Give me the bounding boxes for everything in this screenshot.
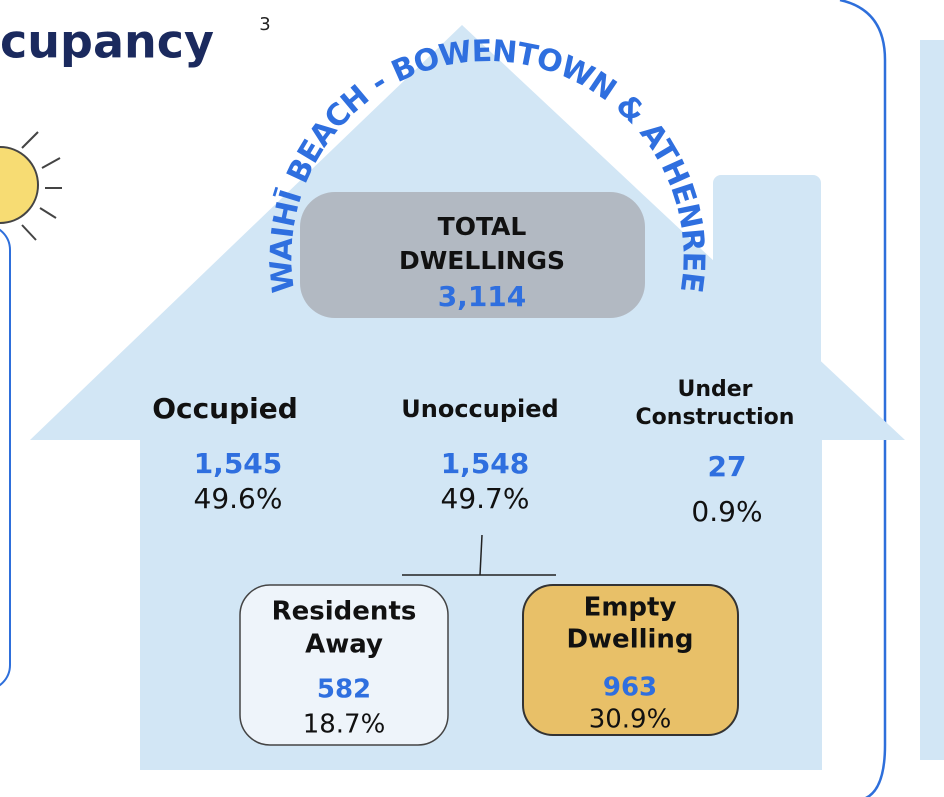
breakdown-percent: 18.7% <box>303 710 386 740</box>
category-label: Construction <box>636 405 795 430</box>
breakdown-value: 582 <box>317 675 371 705</box>
side-panel <box>920 40 944 760</box>
category-value: 1,548 <box>441 447 530 480</box>
category-label: Occupied <box>152 392 298 425</box>
category-percent: 0.9% <box>691 495 762 528</box>
page-title: cupancy <box>0 15 214 69</box>
category-label: Unoccupied <box>401 395 558 423</box>
breakdown-value: 963 <box>603 673 657 703</box>
breakdown-percent: 30.9% <box>589 705 672 735</box>
infographic: cupancy 3 WAIHĪ BEACH - BOWENTOWN & ATHE… <box>0 0 944 797</box>
category-label: Under <box>677 377 752 402</box>
total-label: DWELLINGS <box>399 246 565 275</box>
total-value: 3,114 <box>438 280 527 313</box>
breakdown-label: Away <box>305 630 383 660</box>
footnote-marker: 3 <box>259 14 270 35</box>
breakdown-label: Empty <box>584 593 677 623</box>
breakdown-label: Dwelling <box>566 625 693 655</box>
total-label: TOTAL <box>438 212 527 241</box>
category-value: 27 <box>708 450 747 483</box>
category-percent: 49.7% <box>441 482 530 515</box>
sun-icon <box>0 132 62 240</box>
breakdown-label: Residents <box>272 597 417 627</box>
left-panel <box>0 225 10 690</box>
category-percent: 49.6% <box>194 482 283 515</box>
category-value: 1,545 <box>194 447 283 480</box>
